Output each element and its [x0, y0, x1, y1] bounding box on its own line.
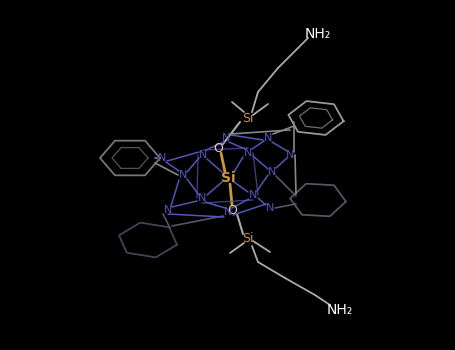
Text: N: N [264, 133, 272, 143]
Text: N: N [164, 205, 172, 215]
Text: O: O [227, 203, 237, 217]
Text: N: N [268, 167, 276, 177]
Text: N: N [179, 170, 187, 180]
Text: Si: Si [221, 171, 235, 185]
Text: NH₂: NH₂ [327, 303, 353, 317]
Text: Si: Si [242, 231, 254, 245]
Text: N: N [198, 193, 206, 203]
Text: O: O [213, 141, 223, 154]
Text: N: N [199, 150, 207, 160]
Text: Si: Si [242, 112, 254, 125]
Text: N: N [222, 133, 230, 143]
Text: N: N [249, 190, 257, 200]
Text: N: N [224, 207, 232, 217]
Text: N: N [266, 203, 274, 213]
Text: N: N [158, 153, 166, 163]
Text: N: N [286, 150, 294, 160]
Text: NH₂: NH₂ [305, 27, 331, 41]
Text: N: N [244, 148, 252, 158]
